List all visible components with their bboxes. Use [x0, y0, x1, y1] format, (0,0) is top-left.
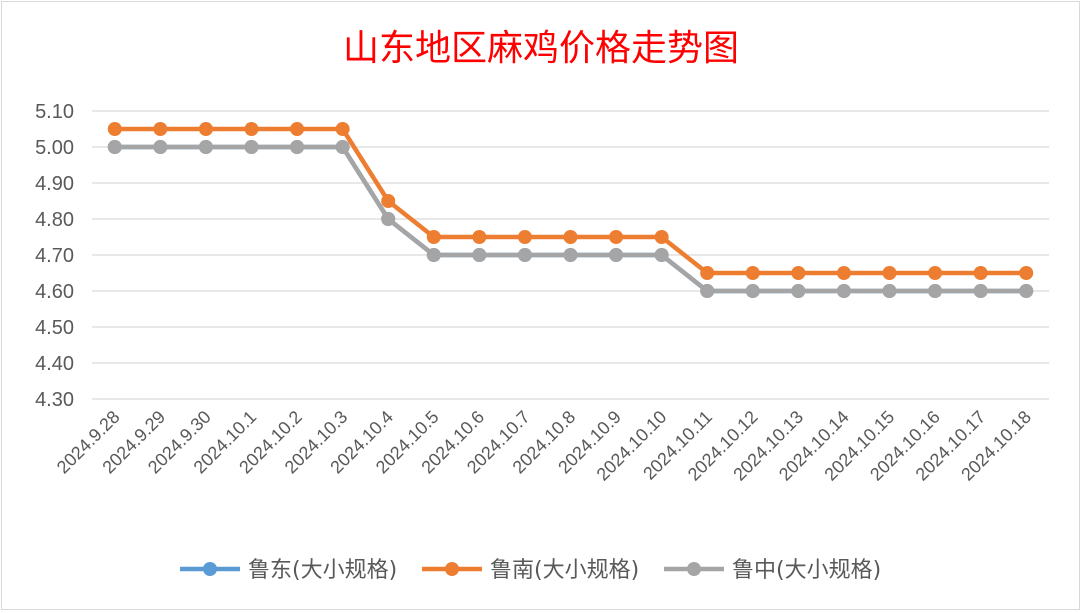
data-point — [244, 140, 259, 154]
data-point — [973, 266, 988, 280]
data-point — [153, 122, 168, 136]
data-point — [472, 248, 487, 262]
data-point — [791, 284, 806, 298]
y-tick-label: 4.80 — [35, 209, 74, 231]
data-point — [609, 230, 624, 244]
data-point — [928, 266, 943, 280]
data-point — [107, 140, 122, 154]
legend-item: 鲁中(大小规格) — [664, 558, 881, 583]
data-point — [517, 230, 532, 244]
data-point — [563, 248, 578, 262]
y-tick-label: 4.30 — [35, 389, 74, 411]
series-3 — [107, 140, 1034, 298]
data-point — [335, 122, 350, 136]
data-point — [745, 266, 760, 280]
data-point — [198, 122, 213, 136]
data-point — [153, 140, 168, 154]
data-point — [700, 284, 715, 298]
legend-label: 鲁东(大小规格) — [248, 558, 397, 583]
data-point — [244, 122, 259, 136]
y-tick-label: 4.60 — [35, 281, 74, 303]
series-2 — [107, 122, 1034, 280]
legend-label: 鲁南(大小规格) — [490, 558, 639, 583]
data-point — [107, 122, 122, 136]
y-tick-label: 4.90 — [35, 173, 74, 195]
y-tick-label: 4.70 — [35, 245, 74, 267]
data-point — [290, 140, 305, 154]
legend-marker-icon — [445, 562, 459, 576]
data-point — [609, 248, 624, 262]
data-point — [198, 140, 213, 154]
data-point — [426, 230, 441, 244]
x-axis-tick-labels: 2024.9.282024.9.292024.9.302024.10.12024… — [53, 407, 1035, 485]
data-point — [973, 284, 988, 298]
data-point — [700, 266, 715, 280]
data-point — [654, 248, 669, 262]
y-axis-tick-labels: 4.30 4.40 4.50 4.60 4.70 4.80 4.90 5.00 5.10 — [35, 101, 74, 411]
legend-marker-icon — [203, 562, 217, 576]
y-tick-label: 5.00 — [35, 137, 74, 159]
data-point — [1019, 266, 1034, 280]
legend-item: 鲁东(大小规格) — [180, 558, 397, 583]
data-point — [836, 284, 851, 298]
data-point — [791, 266, 806, 280]
legend-marker-icon — [687, 562, 701, 576]
series-lines — [107, 122, 1034, 298]
y-tick-label: 4.50 — [35, 317, 74, 339]
data-point — [563, 230, 578, 244]
legend-label: 鲁中(大小规格) — [732, 558, 881, 583]
gridlines — [92, 110, 1049, 400]
data-point — [745, 284, 760, 298]
data-point — [882, 266, 897, 280]
data-point — [836, 266, 851, 280]
data-point — [381, 212, 396, 226]
legend: 鲁东(大小规格) 鲁南(大小规格) 鲁中(大小规格) — [180, 558, 881, 583]
data-point — [426, 248, 441, 262]
chart-title: 山东地区麻鸡价格走势图 — [343, 28, 739, 69]
legend-item: 鲁南(大小规格) — [422, 558, 639, 583]
y-tick-label: 4.40 — [35, 353, 74, 375]
data-point — [882, 284, 897, 298]
data-point — [517, 248, 532, 262]
data-point — [381, 194, 396, 208]
data-point — [928, 284, 943, 298]
data-point — [335, 140, 350, 154]
y-tick-label: 5.10 — [35, 101, 74, 123]
data-point — [472, 230, 487, 244]
data-point — [654, 230, 669, 244]
data-point — [1019, 284, 1034, 298]
data-point — [290, 122, 305, 136]
